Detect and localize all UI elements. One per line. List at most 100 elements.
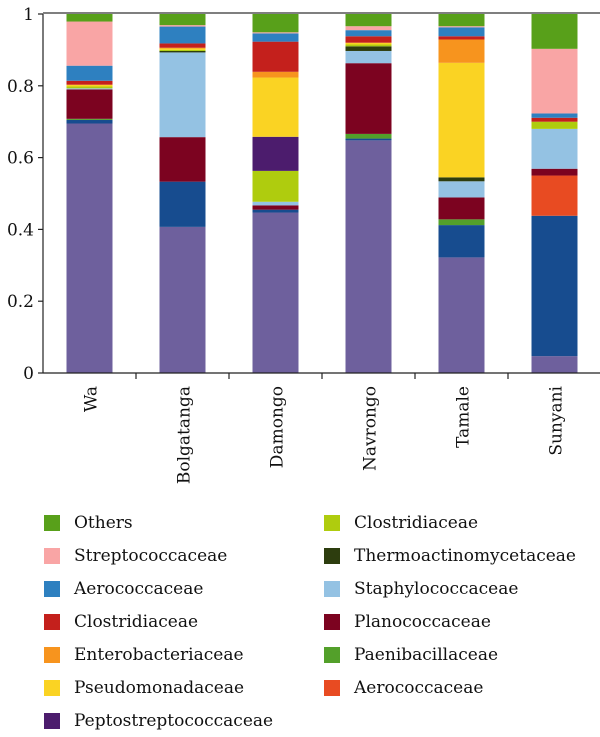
bar-segment — [252, 71, 299, 78]
bar-segment — [159, 47, 206, 49]
bar-segment — [66, 86, 113, 89]
legend-swatch — [44, 680, 60, 696]
bar-segment — [345, 36, 392, 43]
legend-label: Thermoactinomycetaceae — [354, 546, 576, 566]
bar-segment — [66, 119, 113, 124]
stacked-bar-chart: Wa Bolgatanga Damongo Navrongo Tamale Sunyani… — [7, 5, 600, 484]
bar-segment — [345, 140, 392, 373]
x-tick-label: Tamale — [454, 386, 474, 448]
legend-swatch — [324, 680, 340, 696]
bar-segment — [66, 65, 113, 81]
bar-segment — [66, 84, 113, 87]
bar-segment — [159, 26, 206, 44]
bar-segment — [438, 177, 485, 182]
bar-segment — [159, 50, 206, 53]
x-tick-label: Navrongo — [361, 386, 381, 471]
legend-label: Clostridiaceae — [74, 612, 199, 632]
y-tick-label: 0.8 — [7, 77, 34, 97]
bar-segment — [438, 14, 485, 27]
legend-label: Enterobacteriaceae — [74, 645, 244, 665]
legend-label: Aerococcaceae — [354, 678, 484, 698]
bar-segment — [531, 113, 578, 118]
bar-segment — [159, 43, 206, 48]
legend-swatch — [324, 614, 340, 630]
bar-segment — [438, 219, 485, 226]
bar-segment — [252, 209, 299, 213]
legend-item: Clostridiaceae — [324, 513, 478, 533]
bar-segment — [531, 356, 578, 373]
legend-label: Others — [74, 513, 133, 533]
bar-segment — [66, 118, 113, 120]
legend-item: Aerococcaceae — [44, 579, 203, 599]
y-tick-label: 0.6 — [7, 149, 34, 169]
bar-segment — [252, 136, 299, 171]
legend-label: Aerococcaceae — [74, 579, 204, 599]
bar-segment — [252, 32, 299, 34]
bar-segment — [252, 33, 299, 42]
bar-segment — [438, 62, 485, 178]
bar-segment — [66, 88, 113, 90]
bar-segment — [438, 197, 485, 220]
bar-segment — [345, 14, 392, 27]
bar-segment — [252, 205, 299, 210]
legend-label: Peptostreptococcaceae — [74, 711, 274, 731]
x-tick-label: Sunyani — [547, 385, 567, 455]
legend-item: Aerococcaceae — [324, 678, 483, 698]
x-tick-label: Damongo — [268, 386, 288, 468]
bar-segment — [252, 14, 299, 33]
legend-label: Planococcaceae — [354, 612, 491, 632]
bar-segment — [159, 25, 206, 27]
bar-segment — [159, 14, 206, 26]
bar-segment — [438, 27, 485, 37]
bar-segment — [438, 39, 485, 63]
legend-item: Peptostreptococcaceae — [44, 711, 273, 731]
bar-segment — [345, 26, 392, 31]
bar-segment — [438, 36, 485, 40]
bar-segment — [438, 181, 485, 198]
bar-segment — [345, 42, 392, 45]
bar-segment — [159, 52, 206, 138]
legend-item: Thermoactinomycetaceae — [324, 546, 576, 566]
bar-segment — [252, 41, 299, 72]
legend-swatch — [44, 713, 60, 729]
bar-segment — [531, 117, 578, 122]
legend-swatch — [44, 548, 60, 564]
legend-label: Paenibacillaceae — [354, 645, 499, 665]
bar-segment — [531, 121, 578, 129]
bar-segment — [66, 89, 113, 119]
y-tick-label: 0.2 — [7, 292, 34, 312]
x-tick-label: Wa — [82, 386, 102, 412]
legend-item: Staphylococcaceae — [324, 579, 518, 599]
legend-label: Streptococcaceae — [74, 546, 228, 566]
bar-segment — [345, 63, 392, 134]
legend-item: Paenibacillaceae — [324, 645, 498, 665]
legend-swatch — [44, 647, 60, 663]
y-tick-label: 0.4 — [7, 220, 34, 240]
bar-segment — [159, 48, 206, 50]
bar-segment — [159, 49, 206, 51]
x-tick-label: Bolgatanga — [175, 386, 195, 484]
bar-segment — [252, 212, 299, 373]
bar-segment — [159, 181, 206, 227]
bar-segment — [66, 21, 113, 66]
legend-swatch — [324, 581, 340, 597]
bar-segment — [345, 138, 392, 141]
legend-item: Enterobacteriaceae — [44, 645, 244, 665]
bar-segment — [252, 170, 299, 202]
legend-item: Pseudomonadaceae — [44, 678, 244, 698]
legend-swatch — [324, 548, 340, 564]
legend-swatch — [44, 515, 60, 531]
y-tick-label: 1 — [23, 5, 34, 25]
legend-item: Others — [44, 513, 133, 533]
bar-segment — [531, 168, 578, 176]
legend-label: Pseudomonadaceae — [74, 678, 245, 698]
bar-segment — [531, 175, 578, 216]
bar-segment — [252, 77, 299, 137]
legend-label: Clostridiaceae — [354, 513, 479, 533]
bar-segment — [531, 14, 578, 49]
bar-segment — [345, 50, 392, 64]
bar-segment — [66, 80, 113, 85]
bar-segment — [345, 46, 392, 51]
bar-segment — [345, 44, 392, 47]
bar-segment — [438, 26, 485, 28]
